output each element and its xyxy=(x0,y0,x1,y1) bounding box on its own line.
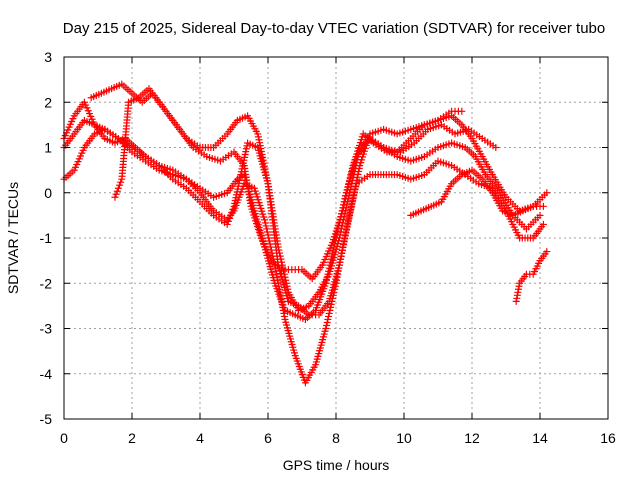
data-point xyxy=(262,222,270,230)
data-point xyxy=(111,193,119,201)
data-point xyxy=(339,207,347,215)
x-tick-label: 10 xyxy=(396,430,412,446)
data-point xyxy=(325,309,333,317)
data-point xyxy=(228,208,236,216)
data-point xyxy=(327,303,335,311)
data-point xyxy=(322,321,330,329)
y-tick-label: -1 xyxy=(40,230,53,246)
data-point xyxy=(322,325,330,332)
y-tick-label: 1 xyxy=(44,140,52,156)
y-axis-label: SDTVAR / TECUs xyxy=(5,182,21,294)
data-point xyxy=(543,189,551,197)
data-point xyxy=(344,186,352,194)
data-point xyxy=(227,211,235,219)
data-point xyxy=(543,248,551,256)
data-point xyxy=(340,201,348,209)
data-point xyxy=(539,220,547,228)
x-axis-label: GPS time / hours xyxy=(283,457,390,473)
data-point xyxy=(539,202,547,210)
y-tick-label: 3 xyxy=(44,49,52,65)
y-tick-label: -2 xyxy=(40,275,53,291)
x-tick-label: 6 xyxy=(264,430,272,446)
data-point xyxy=(492,144,500,151)
data-point xyxy=(341,198,349,206)
data-point xyxy=(344,183,352,191)
data-point xyxy=(336,231,344,239)
x-tick-label: 0 xyxy=(60,430,68,446)
data-point xyxy=(323,318,331,326)
data-point xyxy=(224,217,232,225)
series-track-7 xyxy=(512,248,551,305)
data-point xyxy=(346,174,354,182)
data-point xyxy=(116,181,124,189)
y-tick-label: 0 xyxy=(44,185,52,201)
data-point xyxy=(342,195,350,203)
x-tick-label: 12 xyxy=(464,430,480,446)
y-tick-label: -4 xyxy=(40,366,53,382)
data-point xyxy=(225,214,233,222)
series-track-6 xyxy=(407,166,547,219)
data-point xyxy=(348,165,356,173)
data-point xyxy=(337,225,345,233)
data-point xyxy=(346,177,354,185)
data-point xyxy=(223,220,231,228)
series-track-4 xyxy=(87,80,500,283)
x-tick-label: 8 xyxy=(332,430,340,446)
data-point xyxy=(337,228,345,236)
data-point xyxy=(342,192,350,200)
data-point xyxy=(263,228,271,236)
data-point xyxy=(345,180,353,188)
data-point xyxy=(348,168,356,176)
data-point xyxy=(347,171,355,179)
data-point xyxy=(112,190,120,198)
y-tick-label: -5 xyxy=(40,411,53,427)
chart-title: Day 215 of 2025, Sidereal Day-to-day VTE… xyxy=(63,20,605,37)
x-tick-label: 4 xyxy=(196,430,204,446)
data-point xyxy=(263,225,271,233)
data-point xyxy=(117,178,125,186)
data-point xyxy=(326,306,334,314)
data-point xyxy=(335,234,343,242)
data-point xyxy=(229,205,237,213)
data-point xyxy=(458,107,466,115)
data-point xyxy=(339,204,347,212)
x-tick-label: 16 xyxy=(600,430,616,446)
data-point xyxy=(261,216,269,224)
series-track-5 xyxy=(111,85,466,319)
data-point xyxy=(113,187,121,195)
data-point xyxy=(343,189,351,197)
data-points xyxy=(60,80,551,387)
y-tick-label: -3 xyxy=(40,321,53,337)
data-point xyxy=(324,315,332,323)
data-point xyxy=(114,184,122,192)
data-point xyxy=(536,211,544,219)
x-tick-label: 2 xyxy=(128,430,136,446)
data-point xyxy=(338,222,346,230)
data-point xyxy=(325,312,333,320)
data-point xyxy=(261,219,269,227)
x-tick-label: 14 xyxy=(532,430,548,446)
data-point xyxy=(264,231,272,239)
y-tick-label: 2 xyxy=(44,94,52,110)
data-point xyxy=(265,234,273,242)
